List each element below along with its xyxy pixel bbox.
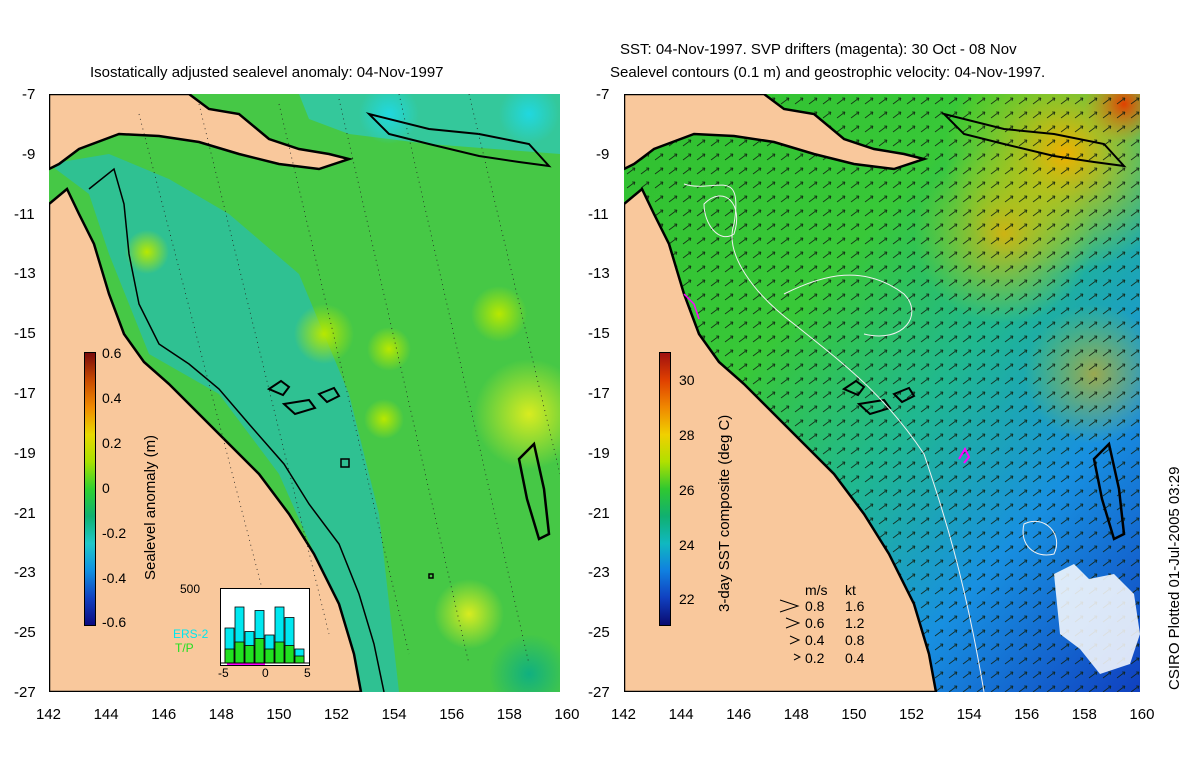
sst-cb-tick: 26 [679,482,695,498]
x_ticks-tick-label: 154 [381,706,407,723]
x_ticks-tick-label: 148 [208,706,234,723]
y_ticks-tick-label: -7 [596,86,610,103]
y_ticks-tick-label: -11 [588,205,609,223]
histogram-ymax: 500 [180,582,201,596]
y_ticks-tick-label: -25 [14,624,36,642]
y_ticks-tick-label: -13 [588,265,610,283]
y_ticks-tick-label: -9 [596,145,610,163]
right-panel-title-line2: Sealevel contours (0.1 m) and geostrophi… [610,64,1046,81]
left-panel-title: Isostatically adjusted sealevel anomaly:… [90,64,444,81]
y_ticks-tick-label: -27 [588,684,610,701]
x_ticks-tick-label: 146 [726,706,752,723]
sealevel-cb-tick: 0.6 [102,345,122,361]
y_ticks-tick-label: -21 [14,504,36,522]
y_ticks-tick-label: -11 [14,205,35,223]
velocity-kt: 1.2 [845,615,865,631]
sst-colorbar [659,352,671,626]
y_ticks-tick-label: -21 [588,504,610,522]
x_ticks-tick-label: 160 [1129,706,1155,723]
credit-text: CSIRO Plotted 01-Jul-2005 03:29 [1166,466,1183,690]
sealevel-cb-tick: -0.6 [102,614,127,630]
velocity-kt: 0.4 [845,650,865,666]
y_ticks-tick-label: -15 [588,325,610,343]
x_ticks-tick-label: 158 [496,706,522,723]
x_ticks-tick-label: 146 [151,706,177,723]
velocity-ms: 0.2 [805,650,825,666]
histogram-bar-tp [254,638,265,664]
y_ticks-tick-label: -19 [588,444,610,462]
sealevel-cb-tick: 0.4 [102,390,122,406]
sealevel-colorbar [84,352,96,626]
y_ticks-tick-label: -7 [22,86,36,103]
x_ticks-tick-label: 156 [439,706,465,723]
y_ticks-tick-label: -17 [588,385,610,402]
x_ticks-tick-label: 154 [956,706,982,723]
x_ticks-tick-label: 158 [1071,706,1097,723]
left-map [49,94,560,692]
x_ticks-tick-label: 152 [324,706,350,723]
sealevel-cb-tick: 0 [102,480,110,496]
x_ticks-tick-label: 144 [668,706,694,723]
x_ticks-tick-label: 150 [841,706,867,723]
velocity-legend-header-ms: m/s [805,582,828,598]
velocity-arrow-icon [789,635,801,645]
sst-cb-tick: 22 [679,591,695,607]
velocity-arrow-icon [793,653,801,661]
velocity-ms: 0.6 [805,615,825,631]
y_ticks-tick-label: -15 [14,325,36,343]
sst-cb-tick: 24 [679,537,695,553]
y_ticks-tick-label: -23 [14,564,36,582]
velocity-ms: 0.8 [805,598,825,614]
x_ticks-tick-label: 142 [36,706,62,723]
sst-map [624,94,1140,692]
sst-cb-tick: 30 [679,372,695,388]
sealevel-anomaly-map [49,94,560,692]
velocity-arrow-icon [779,599,800,613]
histogram-xtick: -5 [218,666,229,680]
sealevel-cb-tick: -0.2 [102,525,127,541]
histogram-xtick: 0 [262,666,269,680]
sealevel-colorbar-label: Sealevel anomaly (m) [142,434,159,580]
sealevel-cb-tick: -0.4 [102,570,127,586]
histogram-bar-tp [224,648,235,664]
histogram-bar-tp [244,645,255,664]
histogram-bar-tp [234,641,245,664]
x_ticks-tick-label: 156 [1014,706,1040,723]
velocity-arrow-icon [785,617,800,629]
histogram-inset [220,588,310,667]
x_ticks-tick-label: 150 [266,706,292,723]
y_ticks-tick-label: -25 [588,624,610,642]
velocity-kt: 1.6 [845,598,865,614]
histogram-bar-tp [274,641,285,664]
histogram-legend-ers2: ERS-2 [173,627,209,641]
right-panel-title-line1: SST: 04-Nov-1997. SVP drifters (magenta)… [620,41,1017,58]
sst-cb-tick: 28 [679,427,695,443]
velocity-kt: 0.8 [845,632,865,648]
y_ticks-tick-label: -13 [14,265,36,283]
sst-colorbar-label: 3-day SST composite (deg C) [716,414,733,612]
x_ticks-tick-label: 152 [899,706,925,723]
x_ticks-tick-label: 148 [783,706,809,723]
histogram-bar-tp [264,648,275,664]
x_ticks-tick-label: 144 [93,706,119,723]
x_ticks-tick-label: 142 [611,706,637,723]
histogram-bar-tp [294,655,305,664]
histogram-bars [221,606,309,667]
y_ticks-tick-label: -23 [588,564,610,582]
histogram-legend-tp: T/P [175,641,194,655]
x_ticks-tick-label: 160 [554,706,580,723]
velocity-legend-header-kt: kt [845,582,856,598]
sealevel-cb-tick: 0.2 [102,435,122,451]
y_ticks-tick-label: -17 [14,385,36,402]
velocity-ms: 0.4 [805,632,825,648]
histogram-bar-tp [284,645,295,664]
histogram-xtick: 5 [304,666,311,680]
right-map [624,94,1140,692]
y_ticks-tick-label: -19 [14,444,36,462]
y_ticks-tick-label: -9 [22,145,36,163]
y_ticks-tick-label: -27 [14,684,36,701]
